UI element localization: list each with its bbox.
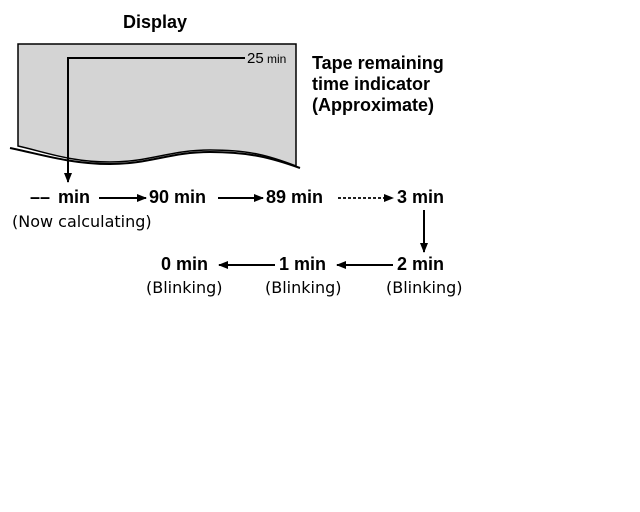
display-bottom-edge: [9, 147, 301, 169]
pointer-line: [64, 57, 245, 183]
step-0-note: (Blinking): [146, 278, 223, 297]
step-2-note: (Blinking): [386, 278, 463, 297]
indicator-label-line1: Tape remaining: [312, 53, 444, 73]
display-title: Display: [123, 12, 187, 32]
display-panel: [17, 43, 297, 168]
step-1-note: (Blinking): [265, 278, 342, 297]
display-counter-value: 25: [247, 50, 264, 67]
step-89-label: 89 min: [266, 187, 323, 207]
step-90-label: 90 min: [149, 187, 206, 207]
step-calculating-prefix: ––: [30, 187, 50, 207]
step-3-label: 3 min: [397, 187, 444, 207]
step-1-label: 1 min: [279, 254, 326, 274]
step-2-label: 2 min: [397, 254, 444, 274]
step-calculating-label: min: [58, 187, 90, 207]
step-calculating-note: (Now calculating): [12, 212, 152, 231]
indicator-label-line2: time indicator: [312, 74, 430, 94]
indicator-label-line3: (Approximate): [312, 95, 434, 115]
display-counter-unit: min: [267, 52, 286, 66]
step-0-label: 0 min: [161, 254, 208, 274]
